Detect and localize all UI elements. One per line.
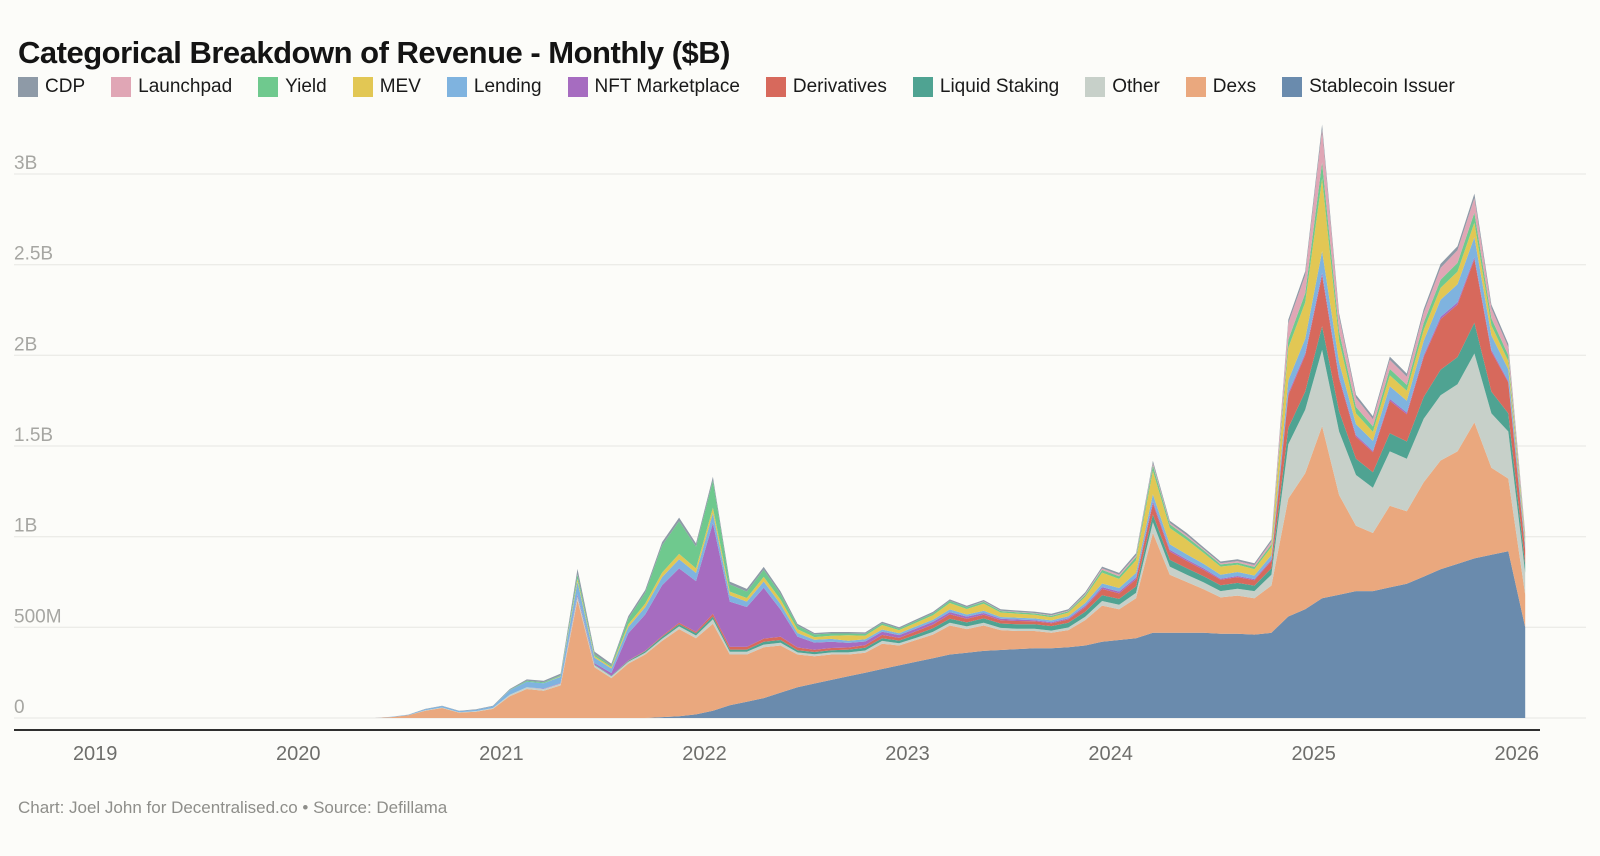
legend-label-dexs: Dexs [1212, 76, 1257, 97]
x-tick-label-2020: 2020 [276, 743, 321, 765]
legend: CDP Launchpad Yield MEV Lending NFT Marketpla… [18, 76, 1455, 98]
legend-swatch-lending [446, 77, 467, 97]
y-tick-label-1B: 1B [14, 516, 37, 537]
legend-item-stablecoin-issuer: Stablecoin Issuer [1282, 76, 1455, 98]
legend-label-cdp: CDP [45, 76, 86, 97]
legend-label-mev: MEV [379, 76, 421, 97]
y-tick-label-2.5B: 2.5B [14, 244, 53, 265]
legend-swatch-liquid-staking [912, 77, 933, 97]
x-tick-label-2024: 2024 [1088, 743, 1133, 765]
legend-label-other: Other [1112, 76, 1160, 97]
legend-item-yield: Yield [258, 76, 327, 98]
legend-item-launchpad: Launchpad [111, 76, 232, 98]
y-tick-label-2B: 2B [14, 334, 37, 355]
legend-item-dexs: Dexs [1185, 76, 1257, 98]
y-tick-label-0: 0 [14, 697, 25, 718]
legend-label-stablecoin-issuer: Stablecoin Issuer [1309, 76, 1455, 97]
legend-swatch-other [1085, 77, 1106, 97]
legend-item-liquid-staking: Liquid Staking [912, 76, 1060, 98]
legend-swatch-yield [258, 77, 279, 97]
area-dexs [306, 422, 1526, 718]
x-tick-label-2022: 2022 [682, 743, 727, 765]
legend-swatch-stablecoin-issuer [1282, 77, 1303, 97]
legend-label-liquid-staking: Liquid Staking [939, 76, 1060, 97]
legend-swatch-mev [352, 77, 373, 97]
revenue-stacked-area-chart: 0 500M 1B 1.5B 2B 2.5B 3B 2019 2020 2021 2022 2023 2… [14, 124, 1586, 765]
legend-item-derivatives: Derivatives [765, 76, 887, 98]
legend-swatch-cdp [18, 77, 38, 97]
legend-item-lending: Lending [446, 76, 542, 98]
legend-label-launchpad: Launchpad [138, 76, 233, 97]
chart-caption: Chart: Joel John for Decentralised.co • … [18, 798, 448, 817]
legend-item-mev: MEV [352, 76, 421, 98]
legend-item-nft-marketplace: NFT Marketplace [567, 76, 740, 98]
y-tick-label-1.5B: 1.5B [14, 425, 53, 446]
legend-label-derivatives: Derivatives [792, 76, 887, 97]
area-stablecoin-issuer [306, 551, 1526, 718]
x-tick-label-2025: 2025 [1291, 743, 1336, 765]
x-tick-label-2023: 2023 [885, 743, 930, 765]
legend-label-yield: Yield [285, 76, 327, 97]
area-mev [306, 178, 1526, 718]
x-tick-label-2021: 2021 [479, 743, 524, 765]
chart-title: Categorical Breakdown of Revenue - Month… [18, 34, 731, 70]
legend-label-nft-marketplace: NFT Marketplace [594, 76, 740, 97]
y-tick-label-3B: 3B [14, 153, 37, 174]
x-tick-label-2026: 2026 [1495, 743, 1540, 765]
x-tick-label-2019: 2019 [73, 743, 118, 765]
legend-item-cdp: CDP [18, 76, 85, 98]
legend-item-other: Other [1085, 76, 1160, 98]
y-tick-label-500M: 500M [14, 606, 62, 627]
legend-label-lending: Lending [473, 76, 542, 97]
legend-swatch-launchpad [111, 77, 132, 97]
legend-swatch-derivatives [765, 77, 786, 97]
legend-swatch-dexs [1185, 77, 1206, 97]
legend-swatch-nft-marketplace [567, 77, 588, 97]
